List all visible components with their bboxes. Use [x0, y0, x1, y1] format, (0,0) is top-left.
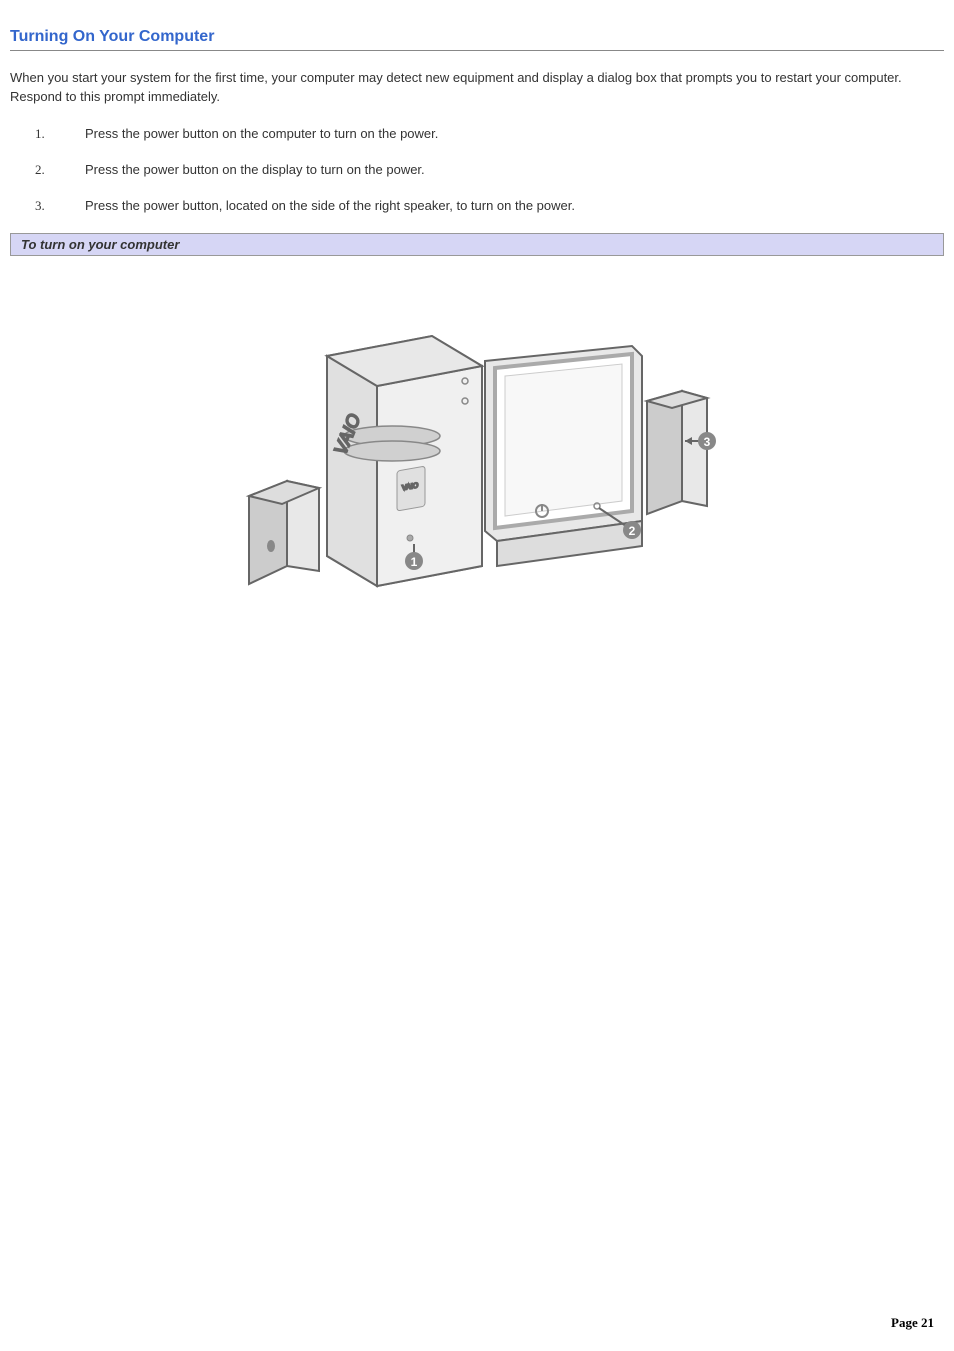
step-text: Press the power button, located on the s…	[65, 197, 575, 215]
page-label: Page	[891, 1315, 918, 1330]
step-item: 3. Press the power button, located on th…	[65, 197, 944, 215]
illustration-container: VAIO VAIO	[10, 256, 944, 599]
computer-tower-icon: VAIO VAIO	[327, 336, 482, 586]
page-footer: Page 21	[891, 1315, 934, 1331]
step-number: 2.	[35, 161, 45, 179]
monitor-icon	[485, 346, 642, 566]
step-text: Press the power button on the display to…	[65, 161, 425, 179]
page-number: 21	[921, 1315, 934, 1330]
svg-text:2: 2	[629, 524, 636, 538]
page-title: Turning On Your Computer	[10, 28, 944, 51]
steps-list: 1. Press the power button on the compute…	[10, 125, 944, 216]
left-speaker-icon	[249, 481, 319, 584]
step-item: 2. Press the power button on the display…	[65, 161, 944, 179]
step-number: 1.	[35, 125, 45, 143]
figure-caption-banner: To turn on your computer	[10, 233, 944, 256]
step-item: 1. Press the power button on the compute…	[65, 125, 944, 143]
right-speaker-icon	[647, 391, 707, 514]
step-number: 3.	[35, 197, 45, 215]
svg-text:3: 3	[704, 435, 711, 449]
svg-text:1: 1	[411, 555, 418, 569]
intro-paragraph: When you start your system for the first…	[10, 69, 944, 107]
computer-setup-illustration: VAIO VAIO	[227, 286, 727, 596]
step-text: Press the power button on the computer t…	[65, 125, 438, 143]
